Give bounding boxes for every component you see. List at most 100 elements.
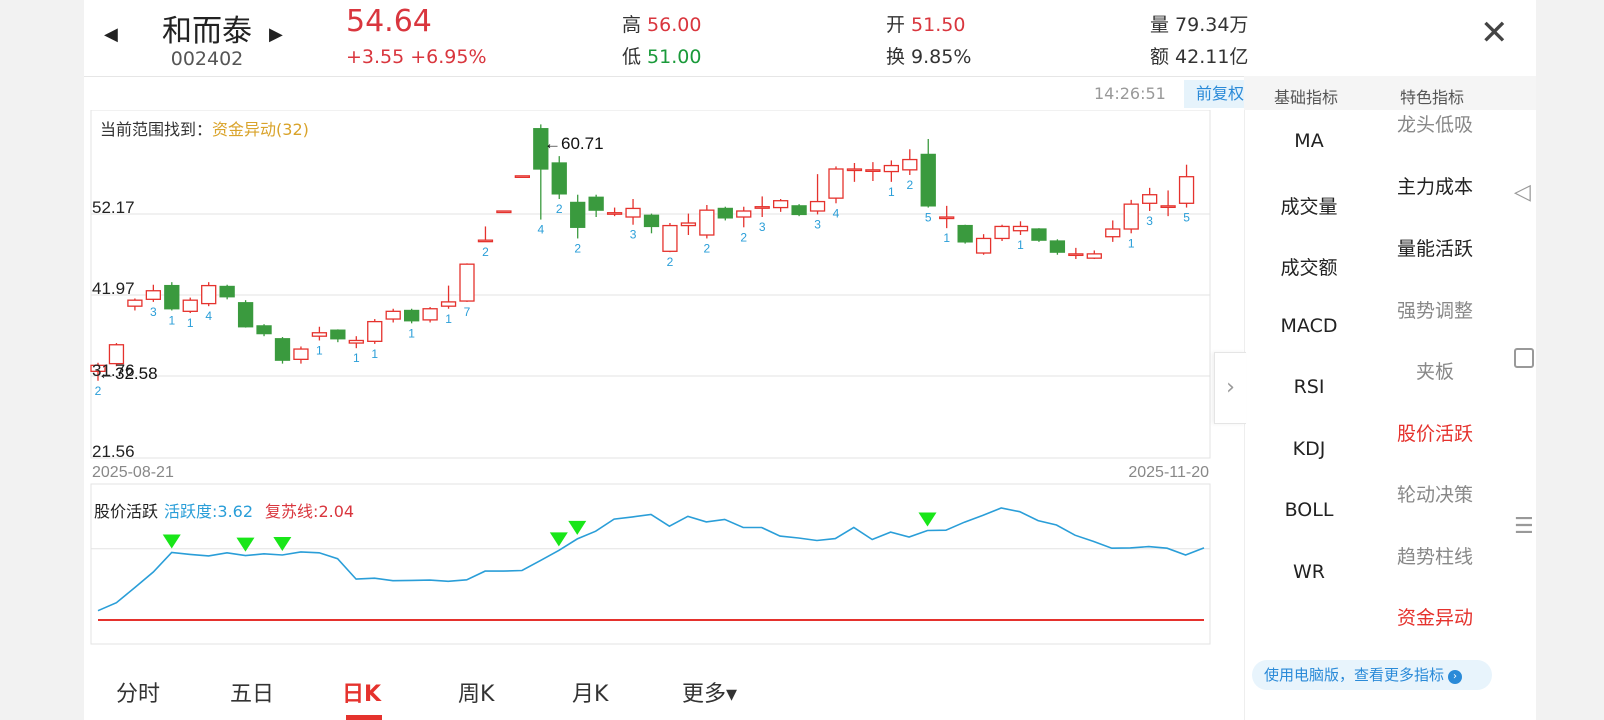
close-icon[interactable]: ✕ (1480, 13, 1509, 53)
candle-body (625, 207, 641, 218)
back-icon[interactable]: ◁ (1514, 180, 1531, 205)
y-axis-label: 41.97 (92, 279, 135, 298)
tab-weekly-k[interactable]: 周K (458, 682, 495, 707)
amount-stat: 额 42.11亿 (1150, 42, 1248, 69)
signal-count-label: 2 (667, 255, 674, 269)
indicator-wr[interactable]: WR (1293, 561, 1325, 583)
candle-body (403, 309, 420, 322)
candle-body (145, 290, 161, 300)
candle-body (680, 222, 697, 227)
candle-body (256, 325, 272, 335)
signal-count-label: 3 (630, 228, 637, 242)
indicator-fund-anomaly[interactable]: 资金异动 (1396, 607, 1473, 629)
y-axis-label: 52.17 (92, 198, 135, 217)
signal-count-label: 1 (943, 231, 950, 245)
stock-name: 和而泰 (162, 14, 252, 49)
date-start: 2025-08-21 (92, 464, 174, 481)
candle-body (920, 153, 936, 207)
pc-link-label: 使用电脑版，查看更多指标 (1264, 666, 1445, 684)
indicator-trend-bar[interactable]: 趋势柱线 (1396, 546, 1473, 568)
indicator-amount[interactable]: 成交额 (1280, 257, 1338, 279)
signal-count-label: 1 (445, 312, 452, 326)
indicator-sandwich[interactable]: 夹板 (1415, 361, 1454, 383)
candle-body (1178, 176, 1195, 204)
menu-icon[interactable]: ☰ (1514, 514, 1534, 539)
signal-count-label: 1 (1017, 238, 1024, 252)
collapse-panel-button[interactable]: › (1214, 352, 1246, 424)
tab-intraday[interactable]: 分时 (116, 682, 161, 707)
next-stock-icon[interactable]: ▶ (269, 24, 283, 45)
signal-count-label: 1 (168, 313, 175, 327)
tab-more[interactable]: 更多▾ (682, 682, 738, 707)
candle-body (1086, 253, 1102, 259)
indicator-ma[interactable]: MA (1294, 130, 1324, 152)
signal-count-label: 2 (704, 241, 711, 255)
signal-count-label: 2 (95, 384, 102, 398)
signal-count-label: 3 (814, 217, 821, 231)
candle-body (939, 216, 955, 220)
candle-body (975, 237, 992, 254)
candle-body (164, 284, 180, 310)
low-stat: 低 51.00 (622, 42, 701, 69)
signal-triangle (162, 534, 181, 549)
candle-body (828, 168, 844, 199)
date-end: 2025-11-20 (1128, 464, 1209, 481)
volume-stat: 量 79.34万 (1150, 10, 1248, 37)
candle-body (588, 196, 604, 211)
candle-body (1123, 203, 1139, 230)
tab-basic-indicators[interactable]: 基础指标 (1274, 88, 1339, 107)
indicator-price-active[interactable]: 股价活跃 (1396, 423, 1473, 445)
home-icon[interactable] (1514, 348, 1534, 368)
low-label: 低 (622, 46, 642, 68)
indicator-volume[interactable]: 成交量 (1280, 196, 1338, 218)
candle-body (514, 175, 531, 179)
indicator-main-cost[interactable]: 主力成本 (1396, 176, 1473, 198)
indicator-macd[interactable]: MACD (1280, 315, 1338, 337)
indicator-rotation[interactable]: 轮动决策 (1396, 484, 1473, 506)
candle-body (348, 339, 364, 344)
signal-count-label: 1 (1128, 236, 1135, 250)
volume-value: 79.34万 (1175, 14, 1249, 36)
tab-special-indicators[interactable]: 特色指标 (1400, 88, 1465, 107)
candle-body (385, 310, 401, 320)
candle-body (1049, 240, 1066, 253)
low-value: 51.00 (647, 46, 702, 68)
tab-five-day[interactable]: 五日 (230, 682, 275, 707)
candle-body (662, 224, 678, 252)
indicator-rsi[interactable]: RSI (1293, 376, 1325, 398)
candle-body (293, 348, 309, 360)
signal-count-label: 5 (925, 211, 932, 225)
candle-body (237, 302, 254, 328)
indicator-panel-tabs (1244, 76, 1536, 110)
signal-count-label: 1 (187, 316, 194, 330)
indicator-panel (1244, 76, 1536, 720)
indicator-strong-adjust[interactable]: 强势调整 (1396, 300, 1473, 322)
range-prefix: 当前范围找到： (100, 120, 213, 139)
header-divider (84, 76, 1536, 77)
candle-body (330, 329, 346, 340)
candle-body (127, 299, 143, 307)
tab-monthly-k[interactable]: 月K (572, 682, 609, 707)
candle-body (459, 263, 475, 302)
signal-triangle (918, 512, 937, 527)
indicator-leader-dip[interactable]: 龙头低吸 (1396, 114, 1473, 136)
signal-count-label: 2 (740, 230, 747, 244)
indicator-kdj[interactable]: KDJ (1292, 438, 1326, 460)
candle-body (1160, 205, 1176, 209)
candle-body (1068, 253, 1084, 257)
pc-version-link[interactable]: 使用电脑版，查看更多指标 › (1252, 660, 1492, 690)
prev-stock-icon[interactable]: ◀ (104, 24, 118, 45)
indicator-boll[interactable]: BOLL (1284, 499, 1334, 521)
signal-count-label: 1 (353, 351, 360, 365)
candle-body (219, 285, 235, 298)
update-time: 14:26:51 (1094, 84, 1166, 103)
tab-daily-k[interactable]: 日K (342, 682, 382, 707)
indicator-volume-active[interactable]: 量能活跃 (1396, 238, 1473, 260)
high-annotation: ←60.71 (544, 134, 604, 153)
signal-triangle (273, 537, 292, 551)
indicator-name: 股价活跃 (94, 502, 159, 521)
signal-count-label: 4 (833, 206, 840, 220)
candle-body (717, 207, 733, 219)
candle-body (533, 128, 549, 170)
